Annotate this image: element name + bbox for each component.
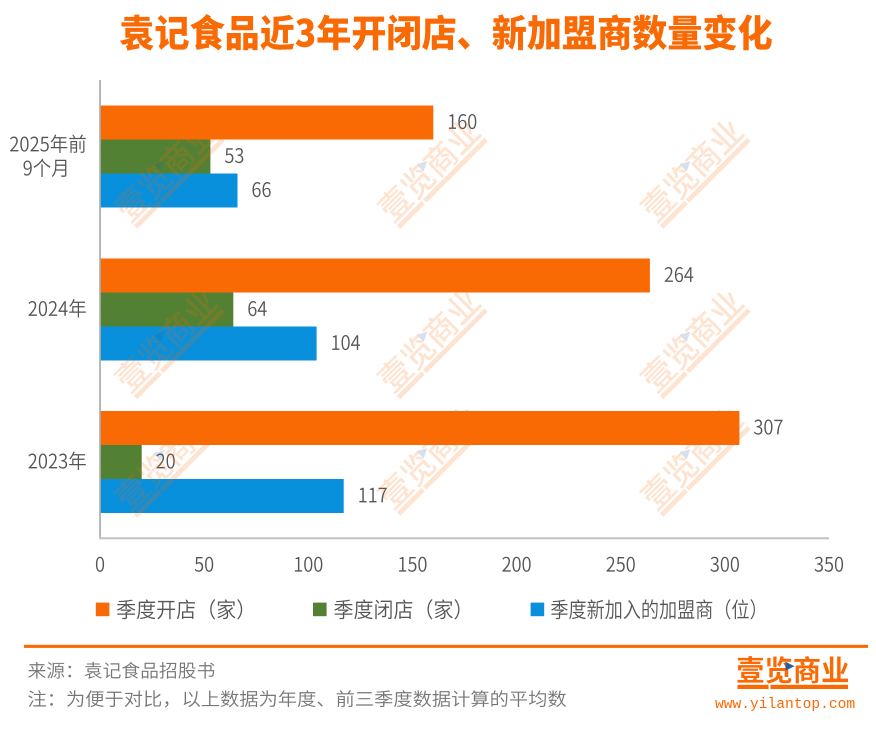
svg-text:www.yilantop.com: www.yilantop.com <box>715 697 855 713</box>
